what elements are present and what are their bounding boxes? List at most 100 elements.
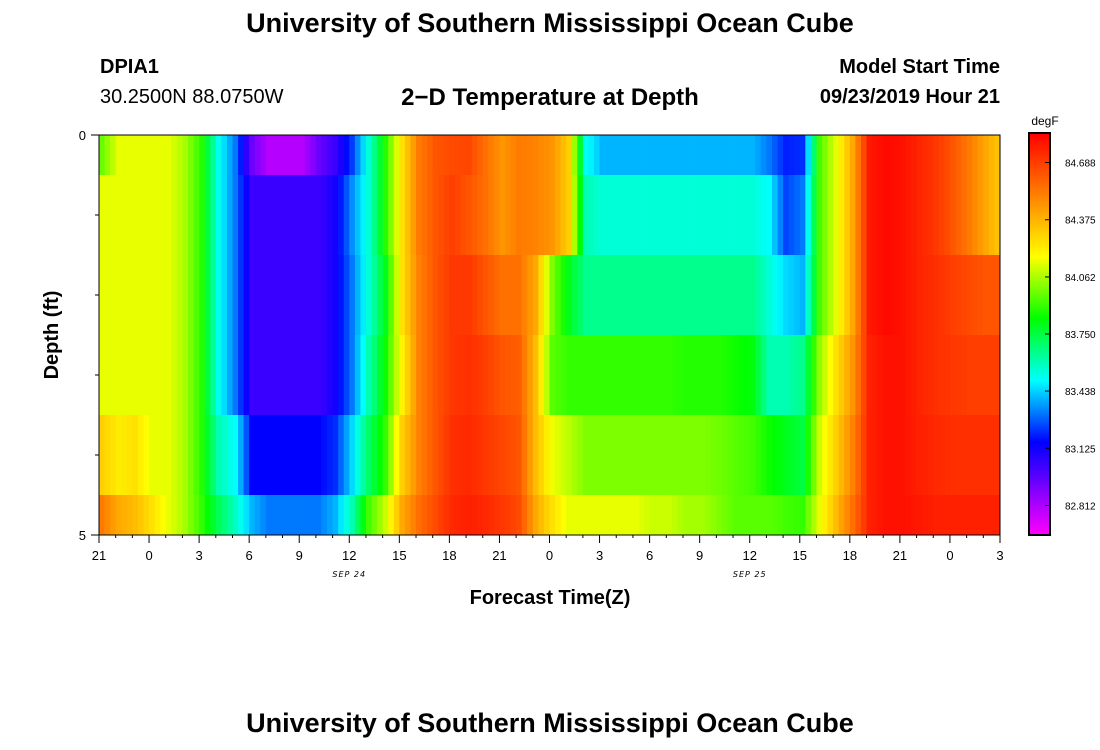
heatmap-cell bbox=[126, 415, 133, 495]
heatmap-cell bbox=[443, 415, 450, 495]
heatmap-cell bbox=[877, 175, 884, 255]
heatmap-cell bbox=[443, 255, 450, 335]
heatmap-cell bbox=[115, 335, 122, 415]
heatmap-cell bbox=[354, 415, 361, 495]
heatmap-cell bbox=[499, 415, 506, 495]
heatmap-cell bbox=[955, 175, 962, 255]
heatmap-cell bbox=[944, 495, 951, 535]
heatmap-cell bbox=[610, 415, 617, 495]
heatmap-cell bbox=[176, 255, 183, 335]
heatmap-cell bbox=[555, 335, 562, 415]
chart-subtitle: 2−D Temperature at Depth bbox=[401, 84, 699, 111]
heatmap-cell bbox=[838, 415, 845, 495]
heatmap-cell bbox=[154, 135, 161, 175]
heatmap-cell bbox=[644, 175, 651, 255]
heatmap-cell bbox=[304, 135, 311, 175]
heatmap-cell bbox=[694, 495, 701, 535]
x-tick-label: 21 bbox=[92, 548, 106, 563]
heatmap-cell bbox=[571, 175, 578, 255]
heatmap-cell bbox=[605, 495, 612, 535]
heatmap-cell bbox=[682, 495, 689, 535]
heatmap-cell bbox=[182, 335, 189, 415]
heatmap-cell bbox=[988, 335, 995, 415]
heatmap-cell bbox=[493, 175, 500, 255]
heatmap-cell bbox=[349, 255, 356, 335]
heatmap-cell bbox=[210, 415, 217, 495]
heatmap-cell bbox=[632, 415, 639, 495]
heatmap-cell bbox=[555, 255, 562, 335]
x-tick-label: 6 bbox=[646, 548, 653, 563]
heatmap-cell bbox=[488, 415, 495, 495]
heatmap-cell bbox=[755, 175, 762, 255]
heatmap-cell bbox=[721, 255, 728, 335]
heatmap-cell bbox=[110, 175, 117, 255]
heatmap-cell bbox=[432, 495, 439, 535]
heatmap-cell bbox=[516, 495, 523, 535]
heatmap-cell bbox=[410, 335, 417, 415]
heatmap-cell bbox=[666, 135, 673, 175]
heatmap-cell bbox=[371, 495, 378, 535]
heatmap-cell bbox=[543, 415, 550, 495]
heatmap-cell bbox=[349, 335, 356, 415]
heatmap-cell bbox=[382, 335, 389, 415]
x-tick-label: 15 bbox=[793, 548, 807, 563]
heatmap-cell bbox=[499, 495, 506, 535]
heatmap-cell bbox=[899, 255, 906, 335]
heatmap-cell bbox=[315, 495, 322, 535]
heatmap-cell bbox=[343, 255, 350, 335]
heatmap-cell bbox=[877, 135, 884, 175]
heatmap-cell bbox=[360, 175, 367, 255]
heatmap-cell bbox=[171, 255, 178, 335]
heatmap-cell bbox=[393, 495, 400, 535]
heatmap-cell bbox=[733, 495, 739, 535]
heatmap-cell bbox=[338, 135, 345, 175]
heatmap-cell bbox=[977, 175, 984, 255]
heatmap-cell bbox=[649, 495, 656, 535]
heatmap-cell bbox=[477, 135, 484, 175]
heatmap-cell bbox=[254, 335, 261, 415]
heatmap-cell bbox=[755, 335, 762, 415]
heatmap-cell bbox=[238, 495, 244, 535]
heatmap-cell bbox=[449, 415, 456, 495]
heatmap-cell bbox=[610, 495, 617, 535]
heatmap-cell bbox=[994, 135, 1001, 175]
heatmap-cell bbox=[588, 255, 595, 335]
heatmap-cell bbox=[293, 175, 300, 255]
heatmap-cell bbox=[505, 175, 511, 255]
heatmap-cell bbox=[716, 335, 723, 415]
heatmap-cell bbox=[199, 415, 206, 495]
heatmap-cell bbox=[655, 335, 662, 415]
heatmap-cell bbox=[365, 495, 372, 535]
heatmap-cell bbox=[210, 495, 217, 535]
heatmap-cell bbox=[855, 175, 862, 255]
heatmap-cell bbox=[382, 495, 389, 535]
heatmap-cell bbox=[215, 335, 222, 415]
heatmap-cell bbox=[416, 255, 422, 335]
heatmap-cell bbox=[894, 255, 901, 335]
heatmap-cell bbox=[477, 255, 484, 335]
heatmap-cell bbox=[688, 135, 695, 175]
heatmap-cell bbox=[149, 135, 156, 175]
heatmap-cell bbox=[532, 175, 539, 255]
heatmap-cell bbox=[460, 135, 467, 175]
heatmap-cell bbox=[193, 335, 200, 415]
heatmap-cell bbox=[582, 255, 589, 335]
heatmap-cell bbox=[660, 335, 667, 415]
heatmap-cell bbox=[137, 335, 144, 415]
heatmap-cell bbox=[438, 175, 445, 255]
heatmap-cell bbox=[466, 335, 473, 415]
heatmap-cell bbox=[749, 255, 756, 335]
heatmap-cell bbox=[838, 175, 845, 255]
heatmap-cell bbox=[371, 415, 378, 495]
heatmap-cell bbox=[983, 335, 990, 415]
heatmap-cell bbox=[454, 335, 461, 415]
heatmap-cell bbox=[616, 415, 623, 495]
heatmap-cell bbox=[293, 495, 300, 535]
heatmap-cell bbox=[638, 175, 645, 255]
heatmap-cell bbox=[332, 415, 339, 495]
heatmap-cell bbox=[243, 175, 250, 255]
heatmap-cell bbox=[449, 135, 456, 175]
heatmap-cell bbox=[276, 495, 283, 535]
heatmap-cell bbox=[288, 255, 295, 335]
heatmap-cell bbox=[644, 495, 651, 535]
